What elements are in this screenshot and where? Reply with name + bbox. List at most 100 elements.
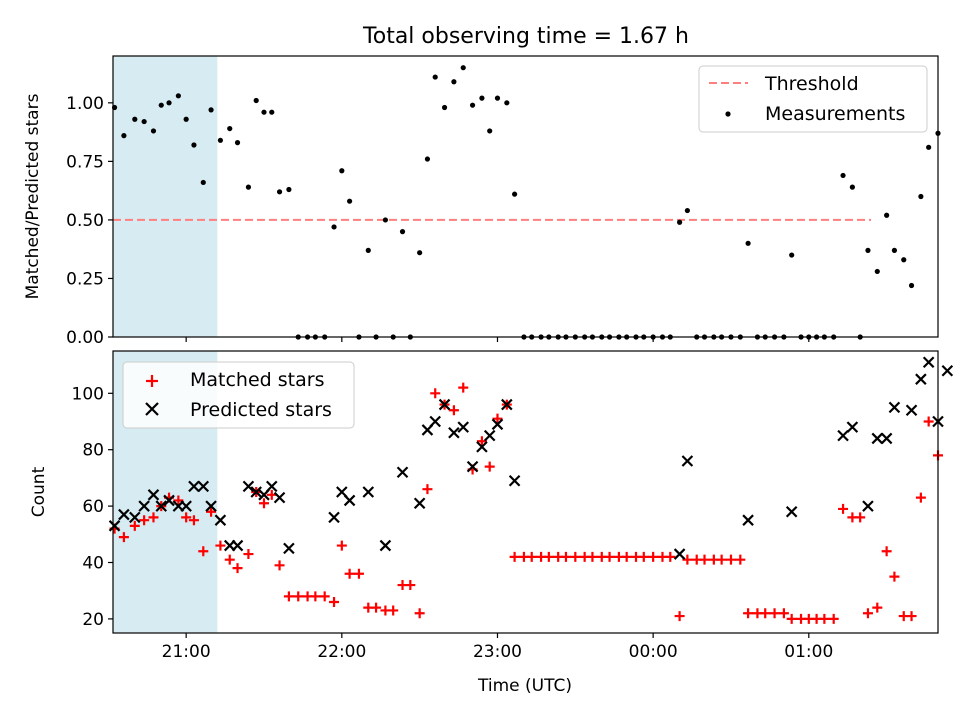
predicted-star-point	[250, 486, 262, 498]
measurement-point	[227, 125, 233, 132]
predicted-star-point	[837, 429, 849, 442]
measurement-point	[399, 229, 406, 235]
predicted-star-point	[905, 404, 918, 416]
predicted-star-point	[197, 480, 210, 493]
matched-star-point	[353, 568, 364, 579]
measurement-point	[183, 116, 189, 122]
matched-star-point	[344, 568, 355, 579]
matched-star-point	[388, 605, 399, 616]
predicted-star-point	[681, 455, 694, 467]
matched-star-point	[543, 551, 554, 562]
matched-star-point	[604, 551, 615, 562]
chart-title: Total observing time = 1.67 h	[362, 24, 689, 49]
matched-star-point	[819, 613, 830, 624]
predicted-star-point	[742, 514, 754, 526]
measurement-point	[745, 240, 751, 246]
count-panel-xlabel: Time (UTC)	[477, 676, 572, 696]
measurement-point	[840, 172, 846, 179]
matched-star-point	[224, 554, 235, 565]
predicted-star-point	[673, 548, 686, 560]
measurement-point	[347, 198, 353, 204]
measurement-point	[158, 102, 164, 108]
predicted-legend-label: Predicted stars	[190, 399, 332, 421]
matched-star-point	[855, 512, 866, 523]
matched-star-point	[638, 551, 649, 562]
matched-legend-label: Matched stars	[190, 369, 324, 391]
predicted-star-point	[273, 491, 286, 504]
matched-star-point	[872, 602, 883, 613]
matched-star-point	[526, 551, 537, 562]
measurement-point	[789, 252, 795, 258]
measurement-point	[132, 116, 138, 122]
count-xtick-label: 00:00	[629, 642, 678, 662]
measurement-point	[487, 128, 493, 134]
predicted-legend-swatch	[145, 402, 159, 416]
measurement-point	[382, 217, 389, 223]
measurement-point	[424, 156, 431, 162]
matched-star-point	[915, 492, 926, 503]
measurements-legend-swatch	[725, 111, 731, 117]
predicted-star-point	[880, 432, 893, 445]
matched-star-point	[699, 554, 710, 565]
predicted-star-point	[941, 364, 954, 377]
ratio-ytick-label: 0.25	[66, 269, 104, 289]
matched-star-point	[509, 551, 520, 562]
count-panel-frame	[112, 350, 939, 634]
matched-star-point	[560, 551, 571, 562]
predicted-star-point	[396, 466, 409, 479]
predicted-star-point	[231, 539, 244, 552]
matched-star-point	[422, 484, 433, 495]
count-legend: Matched stars Predicted stars	[122, 361, 355, 429]
predicted-star-point	[871, 432, 884, 445]
matched-star-point	[414, 608, 425, 619]
matched-star-point	[682, 554, 693, 565]
measurement-point	[512, 191, 518, 197]
matched-star-point	[266, 489, 277, 500]
count-legend-box	[122, 361, 355, 429]
matched-star-point	[139, 515, 150, 526]
matched-star-point	[786, 613, 797, 624]
measurement-point	[479, 95, 485, 101]
measurement-point	[451, 79, 457, 85]
matched-star-point	[371, 602, 382, 613]
count-xtick-label: 21:00	[162, 642, 211, 662]
predicted-star-point	[205, 500, 217, 512]
measurement-point	[339, 168, 345, 174]
predicted-star-point	[785, 505, 798, 518]
predicted-star-point	[343, 494, 356, 507]
count-ytick-label: 100	[72, 384, 104, 404]
predicted-star-point	[491, 418, 504, 431]
measurement-point	[677, 219, 683, 225]
matched-star-point	[648, 551, 659, 562]
matched-star-point	[889, 571, 900, 582]
measurement-point	[365, 247, 371, 253]
predicted-star-point	[457, 421, 470, 433]
measurements-legend-label: Measurements	[765, 103, 905, 125]
predicted-star-point	[108, 520, 121, 532]
matched-star-point	[310, 591, 321, 602]
predicted-star-point	[429, 415, 441, 428]
matched-star-point	[492, 413, 503, 424]
predicted-star-point	[448, 427, 460, 439]
predicted-star-point	[379, 539, 392, 552]
measurement-point	[331, 224, 337, 230]
matched-star-point	[448, 405, 459, 416]
measurement-point	[141, 118, 147, 125]
predicted-star-point	[265, 480, 278, 493]
predicted-star-point	[508, 474, 521, 487]
count-ytick-label: 20	[82, 610, 104, 630]
measurement-point	[908, 282, 915, 289]
measurement-point	[261, 109, 267, 115]
matched-star-point	[430, 388, 441, 399]
predicted-star-point	[466, 460, 479, 473]
matched-star-point	[329, 596, 340, 607]
matched-star-point	[215, 540, 226, 551]
ratio-legend-box	[698, 65, 928, 133]
measurement-point	[191, 142, 197, 148]
matched-star-point	[769, 608, 780, 619]
measurement-point	[121, 133, 127, 139]
matched-star-point	[232, 563, 243, 574]
matched-star-point	[293, 591, 304, 602]
matched-star-point	[319, 591, 330, 602]
